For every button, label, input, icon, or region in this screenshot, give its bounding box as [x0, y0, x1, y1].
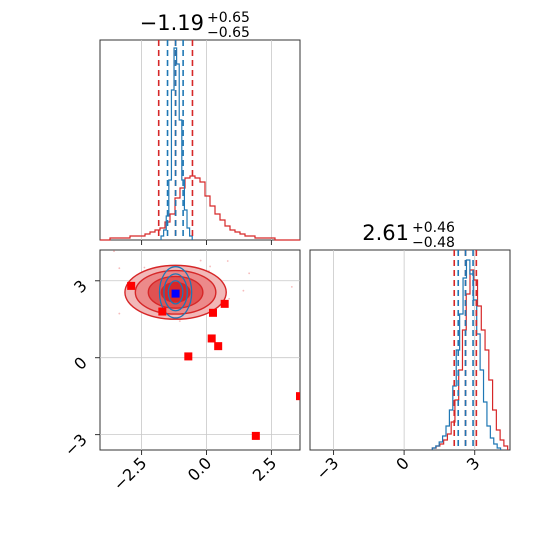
- param1-title: −1.19 +0.65 −0.65: [140, 10, 250, 41]
- joint-blue-contour: [158, 266, 193, 319]
- param1-red-histogram: [100, 175, 300, 241]
- joint-marker-square: [208, 308, 217, 317]
- joint-marker-square: [127, 281, 136, 290]
- param1-histogram-grid: [141, 40, 272, 240]
- param1-blue-histogram: [160, 47, 193, 240]
- joint-y-ticks: 3 0 −3: [61, 276, 100, 460]
- joint-sample-point: [209, 265, 212, 268]
- param2-title: 2.61 +0.46 −0.48: [362, 220, 455, 251]
- param1-title-median: −1.19: [140, 11, 204, 35]
- joint-sample-point: [248, 272, 251, 275]
- param2-tick-label: 0: [392, 453, 413, 474]
- joint-marker-square: [214, 342, 223, 351]
- joint-blue-contour: [167, 280, 184, 305]
- param2-ticks: −3 0 3: [312, 450, 484, 484]
- joint-scatter-panel: −2.5 0.0 2.5 3 0 −3: [61, 245, 301, 494]
- param1-ticks: [141, 240, 272, 245]
- joint-x-tick-label: 0.0: [184, 453, 215, 484]
- joint-marker-square: [296, 392, 300, 401]
- param2-title-minus: −0.48: [412, 235, 455, 251]
- param1-title-plus: +0.65: [207, 10, 250, 26]
- joint-sample-point: [178, 320, 181, 322]
- joint-sample-point: [118, 312, 121, 315]
- joint-marker-square: [220, 299, 229, 308]
- param2-title-plus: +0.46: [412, 220, 455, 236]
- joint-marker-square: [207, 334, 216, 343]
- joint-sample-point: [143, 266, 146, 269]
- joint-x-tick-label: 2.5: [249, 453, 280, 484]
- joint-sample-point: [226, 260, 229, 262]
- param2-histogram-grid: [333, 250, 476, 450]
- joint-sample-point: [199, 259, 202, 262]
- joint-marker-square: [251, 431, 260, 440]
- param2-tick-label: 3: [463, 453, 484, 474]
- joint-blue-contour: [163, 273, 188, 312]
- joint-sample-point: [228, 297, 231, 300]
- joint-sample-point: [113, 250, 115, 253]
- param2-tick-label: −3: [312, 453, 342, 483]
- joint-y-tick-label: 3: [70, 276, 91, 297]
- param1-quantile-lines: [157, 40, 194, 240]
- param2-red-histogram: [431, 269, 509, 450]
- joint-marker-square: [158, 307, 167, 316]
- joint-x-ticks: −2.5 0.0 2.5: [109, 450, 280, 494]
- param1-histogram-frame: [99, 39, 301, 241]
- param2-title-median: 2.61: [362, 221, 409, 245]
- param1-title-minus: −0.65: [207, 25, 250, 41]
- joint-y-tick-label: −3: [61, 430, 91, 460]
- joint-x-tick-label: −2.5: [109, 453, 150, 494]
- joint-marker-square: [184, 352, 193, 361]
- param1-histogram-panel: [99, 39, 301, 245]
- param2-quantile-lines: [453, 250, 478, 450]
- param2-histogram-panel: −3 0 3: [309, 249, 511, 484]
- joint-sample-point: [290, 285, 293, 288]
- joint-marker-points: [127, 281, 300, 440]
- joint-centre-marker: [171, 289, 180, 298]
- joint-y-tick-label: 0: [70, 353, 91, 374]
- joint-sample-point: [118, 267, 121, 270]
- param2-blue-histogram: [431, 259, 502, 450]
- joint-sample-point: [242, 289, 245, 292]
- joint-sample-point: [159, 245, 161, 247]
